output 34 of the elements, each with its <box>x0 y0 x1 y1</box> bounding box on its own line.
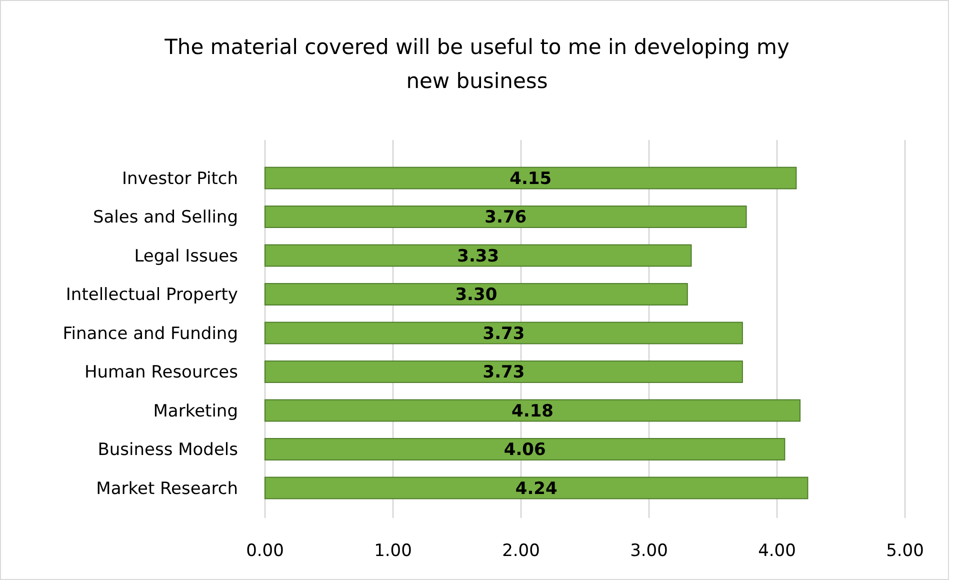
data-label: 4.15 <box>510 168 552 189</box>
y-tick-label: Sales and Selling <box>92 208 238 228</box>
y-tick-label: Finance and Funding <box>62 324 238 344</box>
x-tick-label: 3.00 <box>630 541 668 561</box>
y-tick-label: Legal Issues <box>134 246 238 266</box>
x-tick-label: 1.00 <box>374 541 412 561</box>
y-tick-label: Intellectual Property <box>66 285 238 306</box>
y-tick-label: Market Research <box>96 478 238 499</box>
bar <box>264 283 688 306</box>
data-label: 3.30 <box>455 285 498 306</box>
bar <box>264 206 747 228</box>
data-label: 4.18 <box>512 401 554 422</box>
chart-title: The material covered will be useful to me in developing my new business <box>164 35 790 93</box>
data-label: 3.33 <box>457 246 500 266</box>
bar <box>264 399 801 422</box>
x-tick-label: 5.00 <box>886 541 924 561</box>
data-label: 4.24 <box>515 478 558 499</box>
y-tick-label: Human Resources <box>84 362 238 383</box>
x-tick-label: 4.00 <box>758 541 796 561</box>
bar <box>264 438 786 460</box>
x-tick-label: 0.00 <box>246 541 284 561</box>
bar <box>264 476 808 500</box>
bar <box>264 322 743 344</box>
bar <box>264 360 743 383</box>
y-tick-label: Business Models <box>98 440 238 460</box>
y-tick-label: Marketing <box>153 401 238 422</box>
data-label: 3.73 <box>482 324 525 344</box>
y-tick-label: Investor Pitch <box>122 168 238 189</box>
bar <box>264 166 797 190</box>
bar <box>264 244 692 267</box>
data-label: 3.76 <box>484 208 527 228</box>
data-label: 3.73 <box>482 362 525 383</box>
x-tick-label: 2.00 <box>502 541 540 561</box>
data-label: 4.06 <box>504 440 546 460</box>
